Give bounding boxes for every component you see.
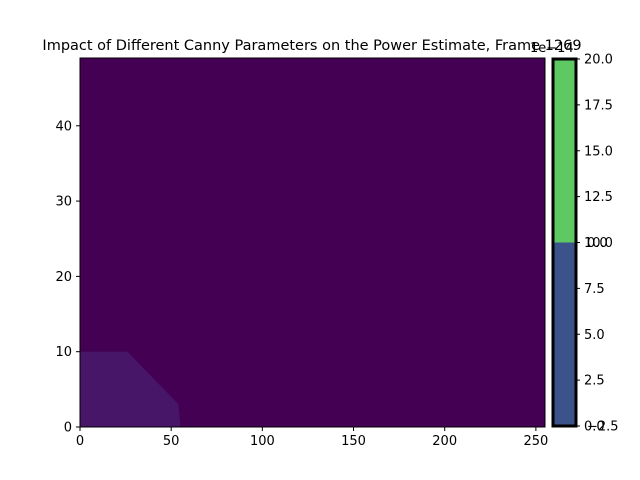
y-tick-label: 10 (55, 345, 72, 360)
y-tick-label: 40 (55, 119, 72, 134)
x-tick-label: 100 (250, 434, 275, 449)
x-tick-label: 50 (163, 434, 180, 449)
x-tick-label: 250 (523, 434, 548, 449)
y-tick-label: 30 (55, 195, 72, 210)
chart-title: Impact of Different Canny Parameters on … (42, 38, 581, 54)
colorbar-overlap-tick-label: 0.0 (587, 236, 608, 251)
colorbar-segment (553, 59, 576, 243)
x-tick-label: 150 (341, 434, 366, 449)
heatmap-background (80, 58, 545, 427)
colorbar-tick-label: 2.5 (584, 374, 605, 389)
colorbar-overlap-tick-label: −2.5 (587, 420, 619, 435)
heatmap-region (80, 351, 181, 427)
colorbar-segment (553, 242, 576, 426)
colorbar-tick-label: 20.0 (584, 53, 613, 68)
x-axis: 0 50 100 150 200 250 (76, 427, 548, 449)
y-axis: 0 10 20 30 40 (55, 119, 80, 436)
x-tick-label: 200 (432, 434, 457, 449)
x-tick-label: 0 (76, 434, 84, 449)
colorbar-multiplier: 1e−14 (530, 41, 574, 56)
plot-area (79, 57, 546, 428)
colorbar: 0.02.55.07.510.012.515.017.520.0−2.50.01… (530, 41, 619, 435)
y-tick-label: 0 (64, 421, 72, 436)
colorbar-tick-label: 10.0 (584, 236, 613, 251)
colorbar-tick-label: 7.5 (584, 282, 605, 297)
y-tick-label: 20 (55, 270, 72, 285)
colorbar-tick-label: 15.0 (584, 144, 613, 159)
colorbar-tick-label: 5.0 (584, 328, 605, 343)
colorbar-tick-label: 12.5 (584, 190, 613, 205)
colorbar-tick-label: 0.0 (584, 420, 605, 435)
colorbar-tick-label: 17.5 (584, 98, 613, 113)
plot-frame (79, 57, 546, 428)
